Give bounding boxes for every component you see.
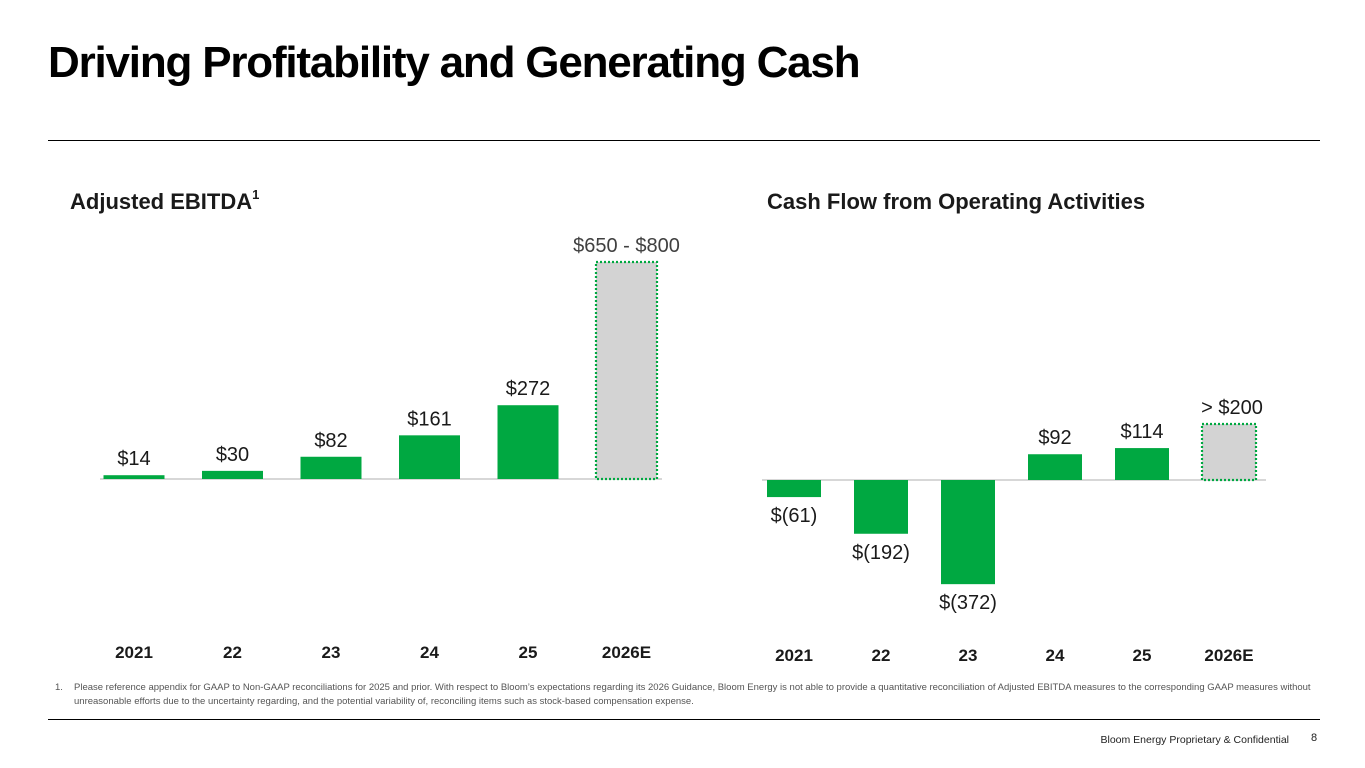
page-title: Driving Profitability and Generating Cas… <box>48 38 861 87</box>
ebitda-category-25: 25 <box>519 643 538 662</box>
cashflow-chart: $(61) 2021 $(192) 22 $(372) 23 $92 24 $114 25 > $2… <box>762 397 1266 665</box>
footnote-text: Please reference appendix for GAAP to No… <box>74 682 1311 707</box>
ebitda-bar-25 <box>497 405 559 479</box>
ebitda-category-2021: 2021 <box>115 643 153 662</box>
cashflow-category-2021: 2021 <box>775 646 813 665</box>
cashflow-chart-title: Cash Flow from Operating Activities <box>767 189 1146 214</box>
ebitda-chart-title: Adjusted EBITDA1 <box>70 187 260 215</box>
cashflow-bar-24 <box>1028 454 1082 480</box>
cashflow-value-label-23: $(372) <box>939 592 997 614</box>
cashflow-category-24: 24 <box>1046 646 1065 665</box>
ebitda-bar-2026E <box>594 260 659 481</box>
footnote: 1. Please reference appendix for GAAP to… <box>55 681 1315 709</box>
title-divider <box>48 140 1320 141</box>
ebitda-value-label-23: $82 <box>314 430 347 452</box>
cashflow-bar-22 <box>854 480 908 534</box>
cashflow-value-label-24: $92 <box>1038 427 1071 449</box>
ebitda-chart-title-text: Adjusted EBITDA <box>70 189 253 214</box>
cashflow-bar-2026E <box>1200 422 1258 482</box>
ebitda-bar-2021 <box>103 475 165 479</box>
ebitda-category-23: 23 <box>322 643 341 662</box>
cashflow-category-2026E: 2026E <box>1204 646 1253 665</box>
cashflow-bar-23 <box>941 480 995 585</box>
ebitda-bar-24 <box>399 435 460 479</box>
ebitda-value-label-22: $30 <box>216 444 249 466</box>
cashflow-value-label-25: $114 <box>1120 421 1163 443</box>
ebitda-bar-22 <box>202 470 263 479</box>
cashflow-value-label-22: $(192) <box>852 542 910 564</box>
footer-divider <box>48 719 1320 720</box>
cashflow-value-label-2021: $(61) <box>771 505 818 527</box>
cashflow-bar-25 <box>1115 448 1169 480</box>
ebitda-bar-23 <box>300 456 362 479</box>
ebitda-footnote-marker: 1 <box>252 187 260 202</box>
ebitda-value-label-2026E: $650 - $800 <box>573 235 680 257</box>
footnote-number: 1. <box>55 682 63 693</box>
ebitda-category-2026E: 2026E <box>602 643 651 662</box>
ebitda-category-22: 22 <box>223 643 242 662</box>
cashflow-category-22: 22 <box>872 646 891 665</box>
ebitda-category-24: 24 <box>420 643 439 662</box>
ebitda-chart: $14 2021 $30 22 $82 23 $161 24 $272 25 $650 - $800… <box>100 235 680 662</box>
cashflow-value-label-2026E: > $200 <box>1201 397 1263 419</box>
ebitda-value-label-25: $272 <box>506 378 551 400</box>
cashflow-bar-2021 <box>767 480 821 498</box>
page-number: 8 <box>1311 732 1318 744</box>
cashflow-category-25: 25 <box>1133 646 1152 665</box>
ebitda-value-label-24: $161 <box>407 408 452 430</box>
footer-confidential: Bloom Energy Proprietary & Confidential <box>1100 734 1289 746</box>
ebitda-value-label-2021: $14 <box>117 448 150 470</box>
cashflow-category-23: 23 <box>959 646 978 665</box>
